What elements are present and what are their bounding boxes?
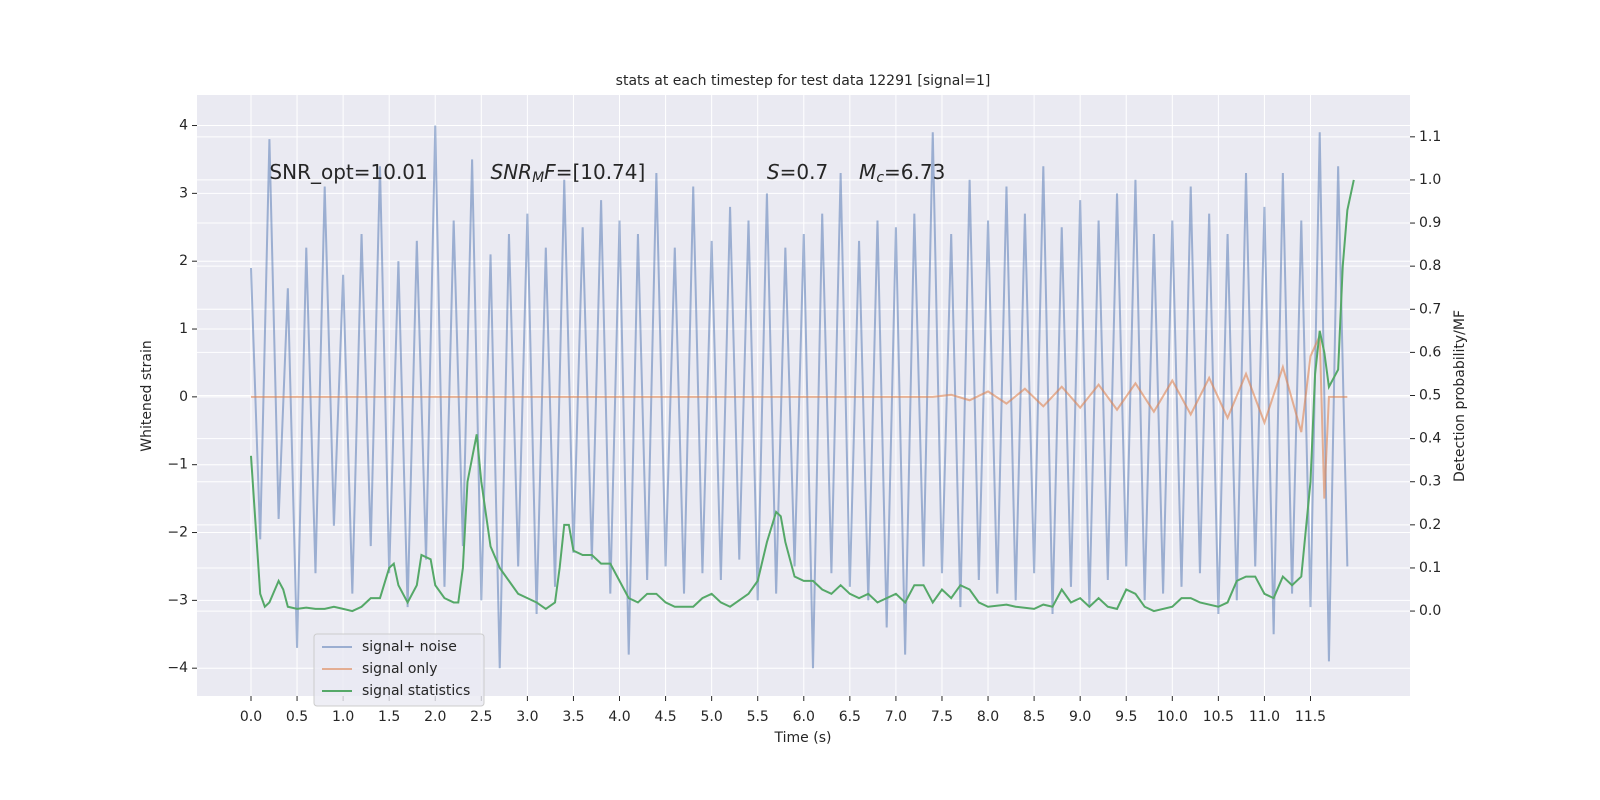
y2-tick-label: 0.3 xyxy=(1419,474,1441,490)
x-tick-label: 3.5 xyxy=(562,709,584,725)
x-tick-label: 3.0 xyxy=(516,709,538,725)
series-line xyxy=(249,125,1349,669)
x-tick-label: 7.0 xyxy=(885,709,907,725)
x-tick-label: 2.0 xyxy=(424,709,446,725)
annotation: S=0.7 xyxy=(767,160,828,184)
x-tick-label: 8.5 xyxy=(1023,709,1045,725)
annotation-part: S xyxy=(767,160,780,184)
x-tick-label: 0.0 xyxy=(240,709,262,725)
chart-title: stats at each timestep for test data 122… xyxy=(616,73,991,89)
y-tick-label: 4 xyxy=(179,118,188,134)
x-tick-label: 5.0 xyxy=(701,709,723,725)
x-tick-label: 11.5 xyxy=(1295,709,1326,725)
y-tick-label: 1 xyxy=(179,321,188,337)
y2-tick-label: 0.4 xyxy=(1419,431,1441,447)
annotation-part: SNR xyxy=(491,160,533,184)
x-tick-label: 1.0 xyxy=(332,709,354,725)
y2-tick-label: 0.9 xyxy=(1419,215,1441,231)
annotation-part: =[10.74] xyxy=(556,160,646,184)
y-tick-label: 3 xyxy=(179,185,188,201)
x-tick-label: 4.0 xyxy=(608,709,630,725)
legend-label: signal statistics xyxy=(362,683,470,699)
annotation-part: SNR_opt=10.01 xyxy=(269,160,427,184)
y-axis-label: Whitened strain xyxy=(139,340,155,451)
x-tick-label: 10.0 xyxy=(1157,709,1188,725)
y2-tick-label: 0.5 xyxy=(1419,388,1441,404)
y2-tick-label: 0.2 xyxy=(1419,517,1441,533)
y-tick-label: 0 xyxy=(179,389,188,405)
annotation: Mc=6.73 xyxy=(859,160,945,187)
x-tick-label: 6.0 xyxy=(793,709,815,725)
x-tick-label: 5.5 xyxy=(747,709,769,725)
x-tick-label: 1.5 xyxy=(378,709,400,725)
legend-label: signal only xyxy=(362,661,437,677)
y2-tick-label: 1.0 xyxy=(1419,172,1441,188)
x-tick-label: 2.5 xyxy=(470,709,492,725)
annotation-part: =0.7 xyxy=(780,160,829,184)
x-axis-label: Time (s) xyxy=(774,730,832,746)
annotation-part: c xyxy=(876,170,884,186)
legend-label: signal+ noise xyxy=(362,639,457,655)
series-line xyxy=(250,335,1348,499)
y2-tick-label: 0.1 xyxy=(1419,560,1441,576)
annotation-part: =6.73 xyxy=(884,160,945,184)
y-tick-label: −2 xyxy=(167,525,188,541)
y2-axis-label: Detection probability/MF xyxy=(1452,310,1468,482)
y2-tick-label: 0.6 xyxy=(1419,344,1441,360)
x-tick-label: 8.0 xyxy=(977,709,999,725)
y2-tick-label: 0.0 xyxy=(1419,603,1441,619)
x-tick-label: 7.5 xyxy=(931,709,953,725)
x-tick-label: 11.0 xyxy=(1249,709,1280,725)
annotation: SNRMF=[10.74] xyxy=(491,160,646,187)
annotation-part: M xyxy=(532,170,544,186)
annotation: SNR_opt=10.01 xyxy=(269,160,427,184)
x-tick-label: 9.5 xyxy=(1115,709,1137,725)
x-tick-label: 10.5 xyxy=(1203,709,1234,725)
y-tick-label: −1 xyxy=(167,457,188,473)
annotation-part: F xyxy=(544,160,556,184)
y-tick-label: −4 xyxy=(167,660,188,676)
y2-tick-label: 0.7 xyxy=(1419,301,1441,317)
annotation-part: M xyxy=(859,160,876,184)
legend-box xyxy=(313,633,485,707)
y-tick-label: −3 xyxy=(167,592,188,608)
y2-tick-label: 1.1 xyxy=(1419,129,1441,145)
x-tick-label: 6.5 xyxy=(839,709,861,725)
y2-tick-label: 0.8 xyxy=(1419,258,1441,274)
series-line xyxy=(249,179,1355,613)
x-tick-label: 0.5 xyxy=(286,709,308,725)
x-tick-label: 9.0 xyxy=(1069,709,1091,725)
y-tick-label: 2 xyxy=(179,253,188,269)
x-tick-label: 4.5 xyxy=(654,709,676,725)
